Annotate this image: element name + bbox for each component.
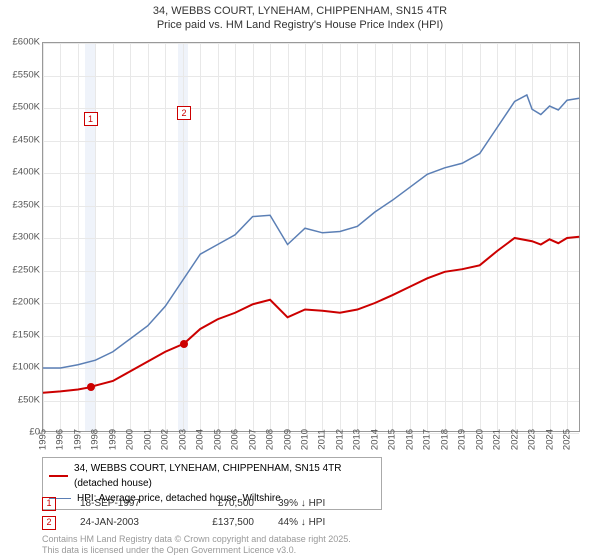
plot-area: 1995199619971998199920002001200220032004… [42, 42, 580, 432]
y-tick-label: £250K [0, 264, 40, 275]
y-tick-label: £500K [0, 102, 40, 113]
y-tick-label: £600K [0, 37, 40, 48]
txn-pct: 39% ↓ HPI [278, 494, 348, 513]
chart-title-block: 34, WEBBS COURT, LYNEHAM, CHIPPENHAM, SN… [0, 0, 600, 33]
marker-badge: 1 [84, 112, 98, 126]
footnote-line: Contains HM Land Registry data © Crown c… [42, 534, 351, 545]
legend-row: 34, WEBBS COURT, LYNEHAM, CHIPPENHAM, SN… [49, 461, 375, 491]
transaction-table: 1 18-SEP-1997 £70,500 39% ↓ HPI 2 24-JAN… [42, 494, 348, 532]
y-tick-label: £550K [0, 69, 40, 80]
y-tick-label: £150K [0, 329, 40, 340]
txn-pct: 44% ↓ HPI [278, 513, 348, 532]
series-line [43, 237, 579, 393]
marker-dot [180, 340, 188, 348]
y-tick-label: £100K [0, 362, 40, 373]
marker-badge: 2 [177, 106, 191, 120]
title-line-1: 34, WEBBS COURT, LYNEHAM, CHIPPENHAM, SN… [0, 4, 600, 18]
y-tick-label: £300K [0, 232, 40, 243]
title-line-2: Price paid vs. HM Land Registry's House … [0, 18, 600, 32]
marker-badge: 2 [42, 516, 56, 530]
footnote: Contains HM Land Registry data © Crown c… [42, 534, 351, 557]
y-tick-label: £400K [0, 167, 40, 178]
footnote-line: This data is licensed under the Open Gov… [42, 545, 351, 556]
marker-badge: 1 [42, 497, 56, 511]
table-row: 1 18-SEP-1997 £70,500 39% ↓ HPI [42, 494, 348, 513]
txn-price: £70,500 [194, 494, 254, 513]
txn-date: 24-JAN-2003 [80, 513, 170, 532]
legend-stroke-icon [49, 475, 68, 477]
txn-date: 18-SEP-1997 [80, 494, 170, 513]
marker-dot [87, 383, 95, 391]
y-tick-label: £200K [0, 297, 40, 308]
y-tick-label: £350K [0, 199, 40, 210]
table-row: 2 24-JAN-2003 £137,500 44% ↓ HPI [42, 513, 348, 532]
y-tick-label: £50K [0, 394, 40, 405]
series-line [43, 95, 579, 368]
y-tick-label: £0 [0, 427, 40, 438]
txn-price: £137,500 [194, 513, 254, 532]
series-svg [43, 43, 581, 433]
y-tick-label: £450K [0, 134, 40, 145]
legend-label: 34, WEBBS COURT, LYNEHAM, CHIPPENHAM, SN… [74, 461, 375, 491]
